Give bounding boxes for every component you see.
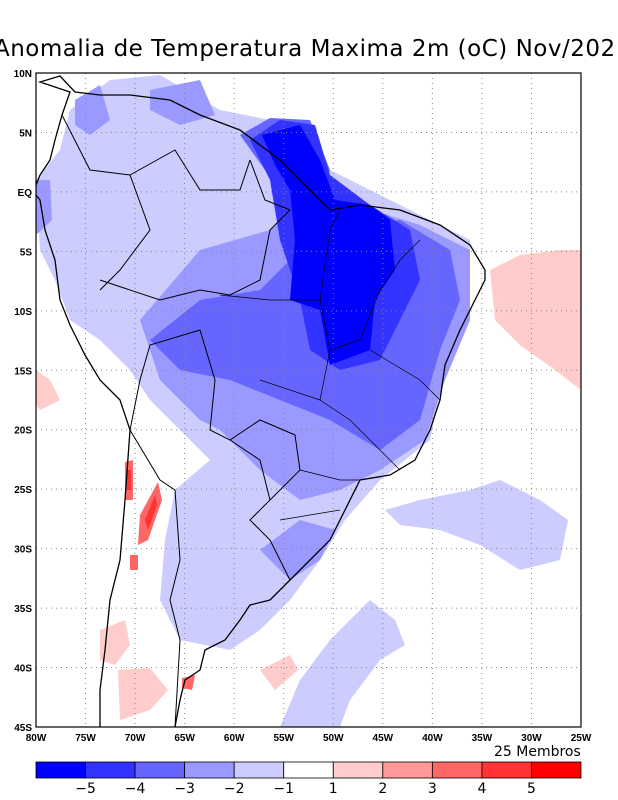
colorbar-swatch — [184, 761, 235, 779]
coastline-south-america — [36, 75, 486, 727]
latitude-label: 25S — [14, 485, 32, 496]
colorbar-swatch — [134, 761, 186, 779]
anomaly-level-plus1-patagonia — [100, 620, 298, 720]
colorbar-swatch — [481, 761, 532, 779]
map-title: Anomalia de Temperatura Maxima 2m (oC) N… — [0, 36, 618, 62]
longitude-label: 75W — [75, 733, 96, 744]
colorbar-swatch — [233, 761, 285, 779]
latitude-label: 5N — [19, 128, 32, 139]
colorbar-tick-label: 3 — [428, 781, 437, 797]
longitude-label: 60W — [224, 733, 245, 744]
country-borders — [61, 114, 301, 727]
colorbar-tick-label: 5 — [527, 781, 536, 797]
latitude-label: 40S — [14, 664, 32, 675]
anomaly-level-plus3-andes — [125, 460, 195, 690]
anomaly-level-minus2-south — [260, 520, 335, 580]
anomaly-level-plus4-andes — [127, 470, 157, 530]
longitude-label: 70W — [125, 733, 146, 744]
longitude-label: 35W — [472, 733, 493, 744]
latitude-label: 20S — [14, 426, 32, 437]
colorbar-tick-label: −1 — [273, 781, 294, 797]
shaded-anomaly-fields — [36, 75, 581, 727]
anomaly-level-minus2-nw — [36, 80, 215, 235]
colorbar-swatch — [531, 761, 582, 779]
map-frame — [35, 72, 582, 728]
colorbar-tick-label: −2 — [224, 781, 245, 797]
colorbar-tick-label: −3 — [174, 781, 195, 797]
longitude-label: 55W — [273, 733, 294, 744]
colorbar-swatch — [35, 761, 86, 779]
colorbar-swatch — [283, 761, 334, 779]
latitude-label: 10S — [14, 307, 32, 318]
colorbar-tick-label: −4 — [125, 781, 146, 797]
longitude-label: 30W — [521, 733, 542, 744]
anomaly-level-plus1-atlantic — [490, 250, 581, 390]
longitude-label: 40W — [422, 733, 443, 744]
axis-labels: 80W 75W 70W 65W 60W 55W 50W 45W 40W 35W 30W 25W 10N 5… — [14, 69, 592, 744]
colorbar-swatch — [85, 761, 136, 779]
latitude-label: 45S — [14, 723, 32, 734]
latitude-label: 10N — [14, 69, 32, 80]
anomaly-level-minus1-atlantic — [385, 480, 568, 570]
latitude-label: EQ — [18, 188, 33, 199]
longitude-label: 25W — [571, 733, 592, 744]
colorbar-tick-label: −5 — [75, 781, 96, 797]
colorbar-swatch — [431, 761, 483, 779]
longitude-label: 45W — [373, 733, 394, 744]
latitude-label: 35S — [14, 604, 32, 615]
longitude-label: 65W — [174, 733, 195, 744]
colorbar: −5 −4 −3 −2 −1 1 2 3 4 5 — [35, 761, 582, 797]
latitude-label: 5S — [20, 247, 33, 258]
colorbar-swatch — [332, 761, 384, 779]
brazil-state-borders — [219, 209, 441, 521]
colorbar-tick-label: 1 — [329, 781, 338, 797]
longitude-label: 80W — [26, 733, 47, 744]
anomaly-level-plus1-pacific — [36, 370, 60, 410]
latitude-label: 30S — [14, 545, 32, 556]
graticule — [36, 73, 581, 727]
latitude-label: 15S — [14, 366, 32, 377]
longitude-label: 50W — [323, 733, 344, 744]
ensemble-members-label: 25 Membros — [494, 744, 581, 760]
colorbar-tick-label: 2 — [378, 781, 387, 797]
colorbar-tick-label: 4 — [477, 781, 486, 797]
anomaly-level-minus1-south — [280, 600, 405, 727]
colorbar-swatch — [382, 761, 433, 779]
anomaly-level-minus5 — [262, 125, 395, 365]
